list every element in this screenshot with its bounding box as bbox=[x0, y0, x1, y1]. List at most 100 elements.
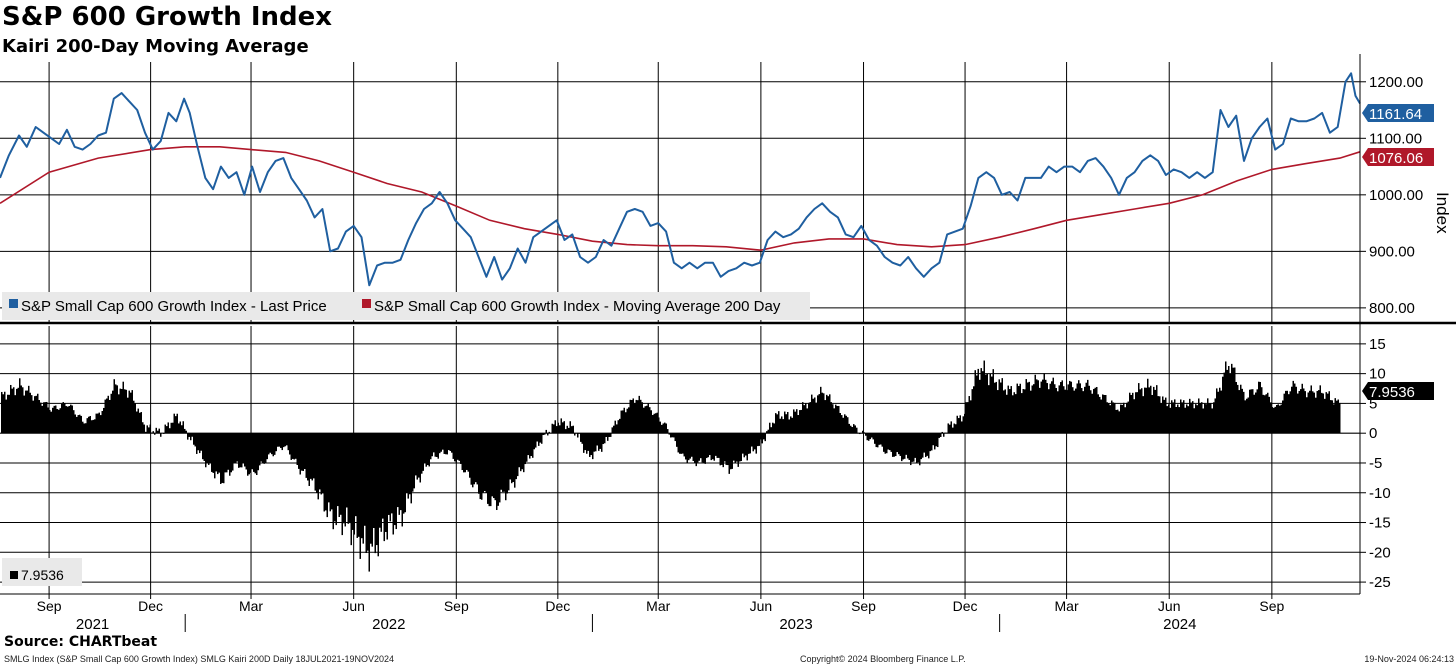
kairi-bar bbox=[1009, 389, 1011, 434]
kairi-bar bbox=[443, 433, 445, 454]
kairi-bar bbox=[877, 433, 879, 448]
kairi-bar bbox=[668, 433, 670, 435]
kairi-bar bbox=[431, 433, 433, 457]
kairi-bar bbox=[211, 433, 213, 472]
kairi-bar bbox=[1249, 389, 1251, 434]
kairi-bar bbox=[835, 404, 837, 434]
kairi-bar bbox=[920, 433, 922, 460]
kairi-bar bbox=[818, 394, 820, 434]
kairi-bar bbox=[545, 429, 547, 434]
kairi-bar bbox=[493, 433, 495, 499]
kairi-bar bbox=[539, 433, 541, 443]
kairi-bar bbox=[1202, 408, 1204, 434]
kairi-bar bbox=[239, 433, 241, 468]
kairi-bar bbox=[1066, 390, 1068, 434]
kairi-bar bbox=[103, 407, 105, 434]
kairi-bar bbox=[1304, 391, 1306, 434]
kairi-bar bbox=[11, 388, 13, 434]
kairi-bar bbox=[1015, 394, 1017, 434]
kairi-bar bbox=[1036, 379, 1038, 434]
kairi-bar bbox=[280, 433, 282, 448]
kairi-bar bbox=[1322, 393, 1324, 434]
kairi-bar bbox=[203, 433, 205, 461]
kairi-bar bbox=[397, 433, 399, 508]
kairi-bar bbox=[310, 433, 312, 479]
kairi-bar bbox=[847, 417, 849, 434]
kairi-bar bbox=[200, 433, 202, 451]
kairi-bar bbox=[988, 385, 990, 434]
kairi-bar bbox=[1187, 406, 1189, 434]
kairi-bar bbox=[28, 385, 30, 434]
kairi-bar bbox=[638, 395, 640, 434]
kairi-bar bbox=[412, 433, 414, 492]
kairi-bar bbox=[266, 433, 268, 460]
kairi-bar bbox=[457, 433, 459, 460]
kairi-bar bbox=[488, 433, 490, 507]
kairi-bar bbox=[217, 433, 219, 475]
kairi-bar bbox=[797, 415, 799, 434]
kairi-bar bbox=[590, 433, 592, 456]
kairi-bar bbox=[67, 406, 69, 434]
kairi-bar bbox=[419, 433, 421, 483]
x-tick-label: Jun bbox=[750, 598, 773, 614]
kairi-bar bbox=[994, 382, 996, 434]
kairi-bar bbox=[1175, 406, 1177, 434]
kairi-bar bbox=[277, 433, 279, 447]
kairi-bar bbox=[872, 433, 874, 440]
kairi-bar bbox=[298, 433, 300, 469]
kairi-bar bbox=[71, 405, 73, 434]
kairi-bar bbox=[1222, 376, 1224, 434]
kairi-bar bbox=[938, 433, 940, 438]
kairi-bar bbox=[632, 398, 634, 434]
kairi-bar bbox=[323, 433, 325, 512]
kairi-bar bbox=[1120, 404, 1122, 434]
kairi-bar bbox=[125, 389, 127, 434]
kairi-bar bbox=[1169, 407, 1171, 434]
kairi-bar bbox=[409, 433, 411, 495]
kairi-bar bbox=[1231, 363, 1233, 434]
kairi-bar bbox=[295, 433, 297, 459]
kairi-bar bbox=[703, 433, 705, 463]
kairi-bar bbox=[1310, 385, 1312, 434]
kairi-bar bbox=[559, 425, 561, 434]
kairi-bar bbox=[1333, 404, 1335, 434]
kairi-bar bbox=[826, 394, 828, 434]
kairi-bar bbox=[874, 433, 876, 444]
kairi-bar bbox=[194, 433, 196, 447]
y-tick-label-bottom: 10 bbox=[1369, 366, 1386, 383]
kairi-bar bbox=[571, 426, 573, 434]
kairi-bar bbox=[2, 394, 4, 434]
kairi-bar bbox=[706, 433, 708, 459]
kairi-bar bbox=[421, 433, 423, 474]
kairi-bar bbox=[449, 433, 451, 451]
kairi-bar bbox=[1000, 382, 1002, 434]
kairi-bar bbox=[680, 433, 682, 454]
kairi-bar bbox=[686, 433, 688, 463]
kairi-bar bbox=[830, 402, 832, 434]
kairi-bar bbox=[173, 413, 175, 434]
kairi-bar bbox=[467, 433, 469, 472]
kairi-bar bbox=[389, 433, 391, 522]
kairi-bar bbox=[220, 433, 222, 484]
kairi-bar bbox=[119, 388, 121, 434]
kairi-bar bbox=[170, 422, 172, 434]
year-label: 2021 bbox=[76, 616, 109, 633]
chart-title: S&P 600 Growth Index bbox=[2, 2, 333, 32]
kairi-bar bbox=[1090, 390, 1092, 434]
kairi-bar bbox=[1277, 404, 1279, 434]
kairi-bar bbox=[667, 429, 669, 434]
kairi-bar bbox=[1018, 386, 1020, 434]
kairi-bar bbox=[611, 427, 613, 434]
kairi-bar bbox=[566, 425, 568, 434]
kairi-bar bbox=[1307, 392, 1309, 434]
kairi-bar bbox=[466, 433, 468, 470]
kairi-bar bbox=[1327, 393, 1329, 434]
kairi-bar bbox=[148, 427, 150, 434]
kairi-bar bbox=[1159, 396, 1161, 434]
kairi-bar bbox=[1012, 395, 1014, 434]
kairi-bar bbox=[533, 433, 535, 450]
kairi-bar bbox=[269, 433, 271, 453]
legend-background bbox=[2, 292, 810, 320]
kairi-bar bbox=[230, 433, 232, 473]
kairi-bar bbox=[1295, 386, 1297, 434]
